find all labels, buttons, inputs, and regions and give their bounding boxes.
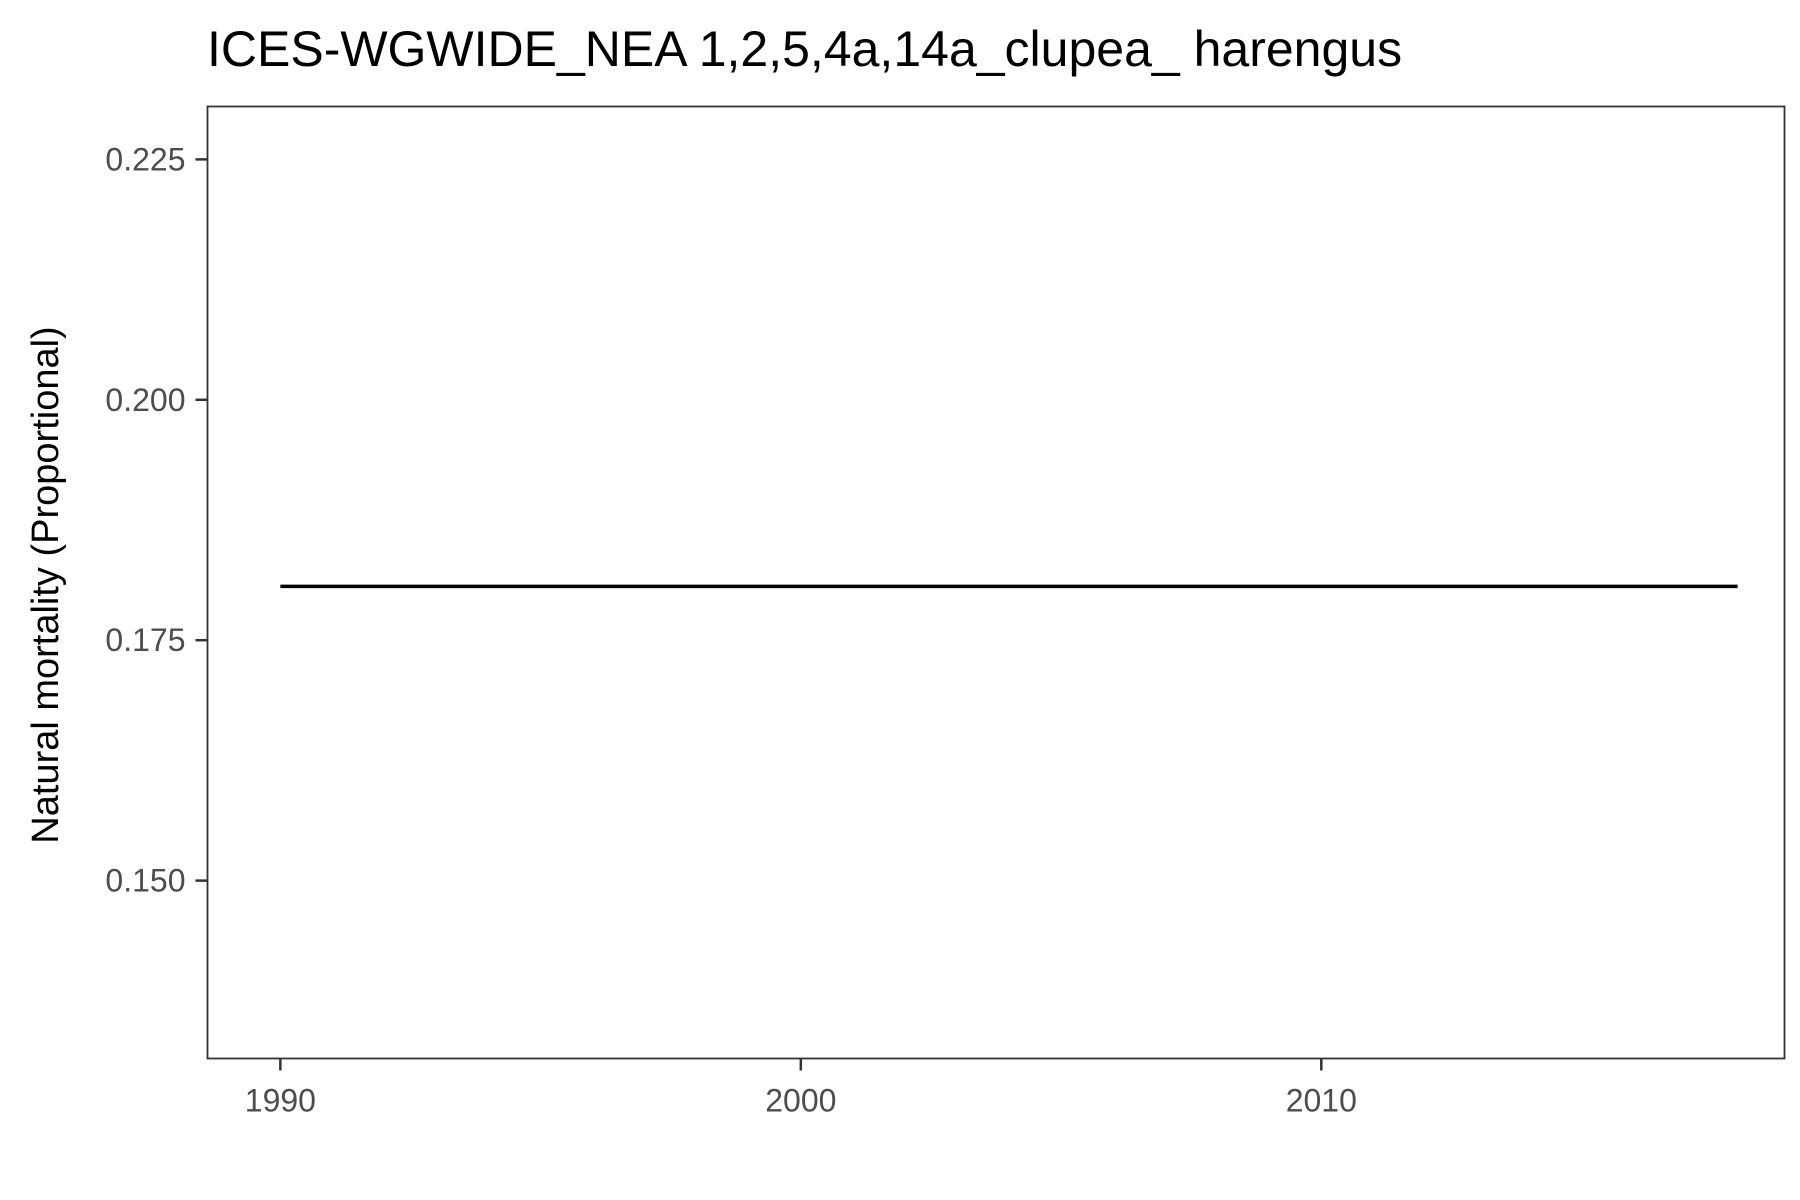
y-tick-label: 0.225 xyxy=(105,141,185,177)
x-tick-label: 1990 xyxy=(245,1083,316,1119)
x-axis: 1990 2000 2010 xyxy=(245,1058,1357,1119)
y-tick-label: 0.200 xyxy=(105,382,185,418)
plot-panel xyxy=(206,105,1786,1060)
x-tick-label: 2010 xyxy=(1286,1083,1357,1119)
y-tick-label: 0.150 xyxy=(105,863,185,899)
chart-title: ICES-WGWIDE_NEA 1,2,5,4a,14a_clupea_ har… xyxy=(207,21,1402,77)
y-axis-title: Natural mortality (Proportional) xyxy=(25,326,67,843)
x-tick-label: 2000 xyxy=(765,1083,836,1119)
y-axis: 0.150 0.175 0.200 0.225 xyxy=(105,141,208,899)
y-tick-label: 0.175 xyxy=(105,622,185,658)
